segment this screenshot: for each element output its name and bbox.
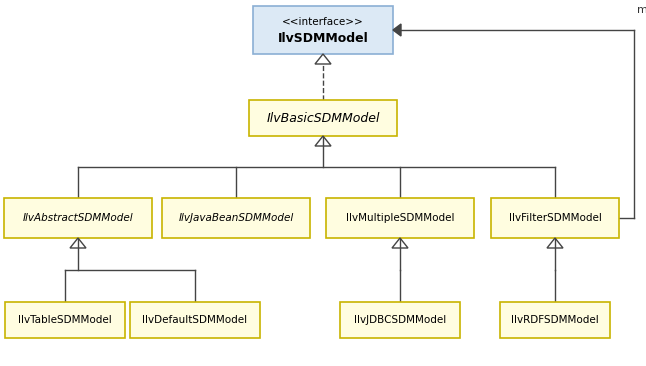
Text: IlvJDBCSDMModel: IlvJDBCSDMModel <box>354 315 446 325</box>
Text: IlvTableSDMModel: IlvTableSDMModel <box>18 315 112 325</box>
Text: IlvFilterSDMModel: IlvFilterSDMModel <box>508 213 601 223</box>
Text: IlvBasicSDMModel: IlvBasicSDMModel <box>266 112 380 124</box>
Bar <box>5 302 125 338</box>
Bar <box>249 100 397 136</box>
Text: IlvAbstractSDMModel: IlvAbstractSDMModel <box>23 213 133 223</box>
Bar <box>130 302 260 338</box>
Bar <box>326 198 474 238</box>
Bar <box>340 302 460 338</box>
Text: IlvJavaBeanSDMModel: IlvJavaBeanSDMModel <box>178 213 294 223</box>
Bar <box>500 302 610 338</box>
Text: <<interface>>: <<interface>> <box>282 17 364 27</box>
Text: IlvDefaultSDMModel: IlvDefaultSDMModel <box>142 315 247 325</box>
Text: IlvSDMModel: IlvSDMModel <box>278 31 368 45</box>
Bar <box>4 198 152 238</box>
Text: IlvMultipleSDMModel: IlvMultipleSDMModel <box>346 213 454 223</box>
Text: IlvRDFSDMModel: IlvRDFSDMModel <box>511 315 599 325</box>
Bar <box>253 6 393 54</box>
Bar <box>162 198 310 238</box>
Bar <box>491 198 619 238</box>
Polygon shape <box>393 24 401 36</box>
Text: model: model <box>637 5 646 15</box>
